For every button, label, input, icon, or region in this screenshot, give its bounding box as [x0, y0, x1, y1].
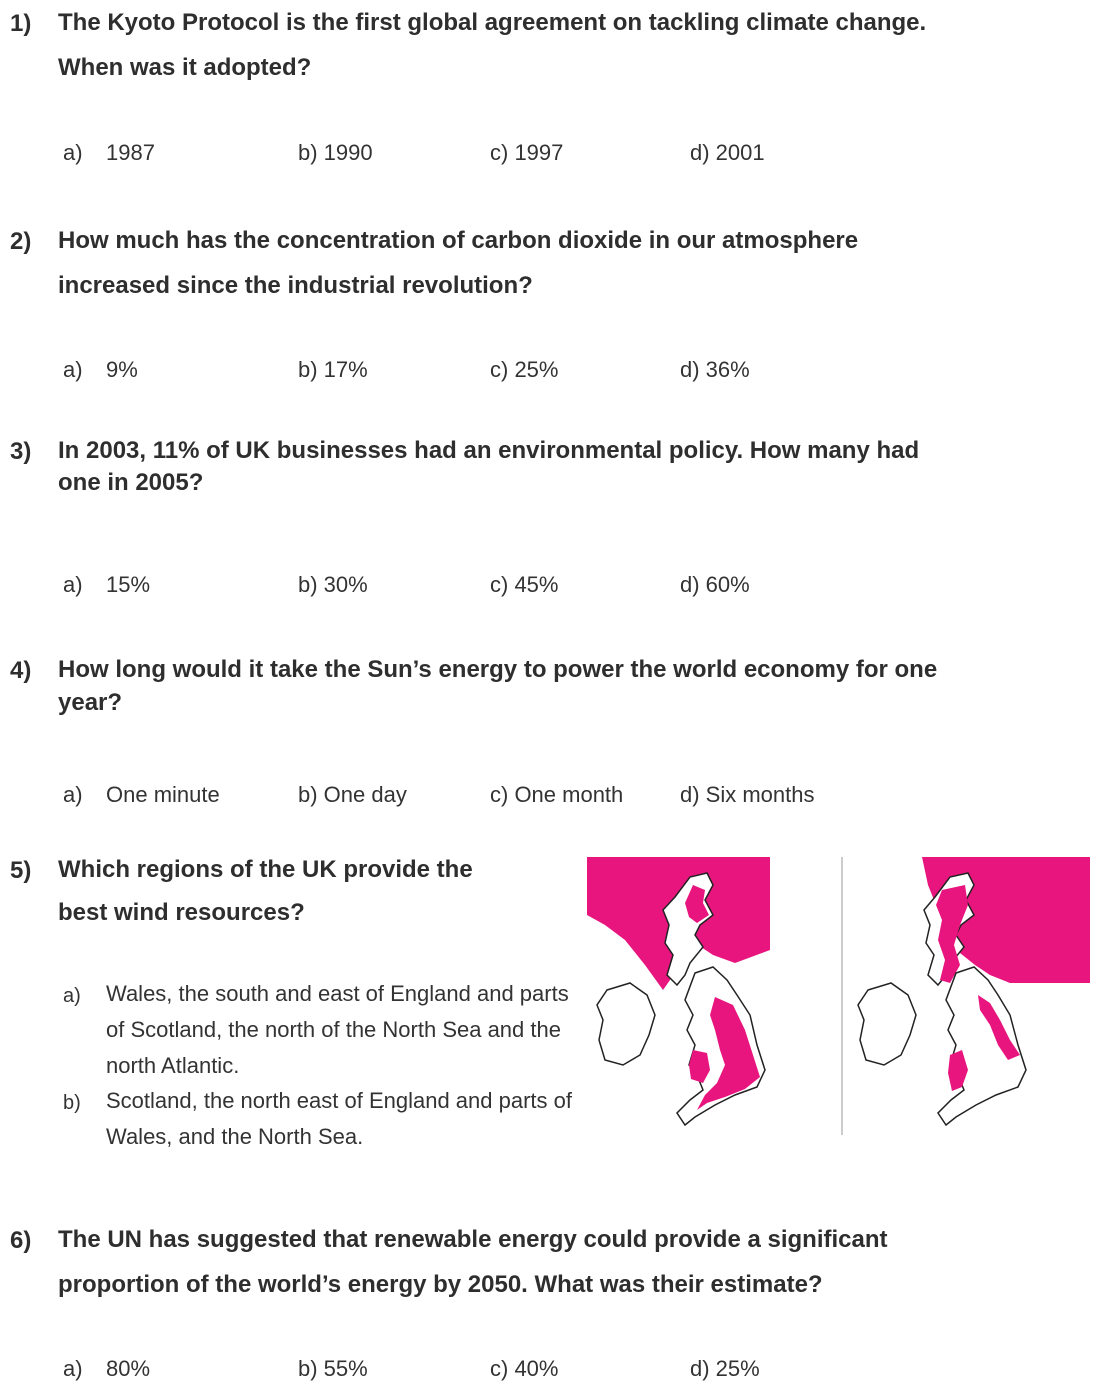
question-text-line1: In 2003, 11% of UK businesses had an env… [58, 437, 920, 464]
option-b[interactable]: b) 1990 [298, 140, 373, 165]
question-text-line2: one in 2005? [58, 469, 204, 496]
north-east-highlight [978, 995, 1020, 1060]
question-text-line2: increased since the industrial revolutio… [58, 272, 533, 299]
option-b[interactable]: Scotland, the north east of England and … [106, 1088, 572, 1149]
question-text-line1: Which regions of the UK provide the [58, 856, 473, 883]
option-c[interactable]: c) 1997 [490, 140, 564, 165]
option-a-letter: a) [63, 985, 81, 1007]
option-b[interactable]: b) One day [298, 782, 407, 807]
option-a-letter: a) [63, 140, 83, 165]
option-a-letter: a) [63, 357, 83, 382]
question-text-line2: When was it adopted? [58, 54, 312, 81]
question-text-line1: The UN has suggested that renewable ener… [58, 1226, 888, 1253]
question-text-line1: How long would it take the Sun’s energy … [58, 656, 938, 683]
question-number: 2) [10, 228, 32, 255]
question-number: 6) [10, 1227, 32, 1254]
uk-map-option-a[interactable] [587, 857, 770, 1127]
england-outline [937, 966, 1027, 1127]
uk-map-option-b[interactable] [857, 857, 1090, 1127]
option-a-letter: a) [63, 782, 83, 807]
question-text-line2: best wind resources? [58, 899, 305, 926]
option-c[interactable]: c) 25% [490, 357, 559, 382]
option-c[interactable]: c) 40% [490, 1356, 559, 1381]
option-d[interactable]: d) 2001 [690, 140, 765, 165]
question-text-line2: year? [58, 689, 123, 716]
option-b-letter: b) [63, 1092, 81, 1114]
wales-highlight [689, 1050, 710, 1083]
option-a-letter: a) [63, 572, 83, 597]
ireland-outline [857, 982, 917, 1066]
question-text-line2: proportion of the world’s energy by 2050… [58, 1271, 823, 1298]
option-b[interactable]: b) 17% [298, 357, 368, 382]
option-a[interactable]: 9% [106, 357, 138, 382]
option-c[interactable]: c) 45% [490, 572, 559, 597]
scotland-highlight [685, 885, 709, 923]
option-a-letter: a) [63, 1356, 83, 1381]
option-a[interactable]: 1987 [106, 140, 155, 165]
scotland-highlight [936, 885, 968, 983]
option-b[interactable]: b) 55% [298, 1356, 368, 1381]
question-text-line1: The Kyoto Protocol is the first global a… [58, 9, 927, 36]
option-d[interactable]: d) 36% [680, 357, 750, 382]
option-d[interactable]: d) 60% [680, 572, 750, 597]
option-a[interactable]: Wales, the south and east of England and… [106, 981, 569, 1078]
option-d[interactable]: d) 25% [690, 1356, 760, 1381]
option-b[interactable]: b) 30% [298, 572, 368, 597]
question-number: 5) [10, 857, 32, 884]
question-number: 4) [10, 657, 32, 684]
option-c[interactable]: c) One month [490, 782, 624, 807]
ireland-outline [596, 982, 656, 1066]
option-a[interactable]: One minute [106, 782, 220, 807]
question-number: 1) [10, 10, 32, 37]
option-a[interactable]: 80% [106, 1356, 151, 1381]
option-a[interactable]: 15% [106, 572, 151, 597]
question-text-line1: How much has the concentration of carbon… [58, 227, 859, 254]
option-d[interactable]: d) Six months [680, 782, 815, 807]
question-number: 3) [10, 438, 32, 465]
wales-highlight [948, 1050, 968, 1091]
england-highlight [697, 997, 760, 1110]
uk-wind-maps [587, 857, 1090, 1135]
